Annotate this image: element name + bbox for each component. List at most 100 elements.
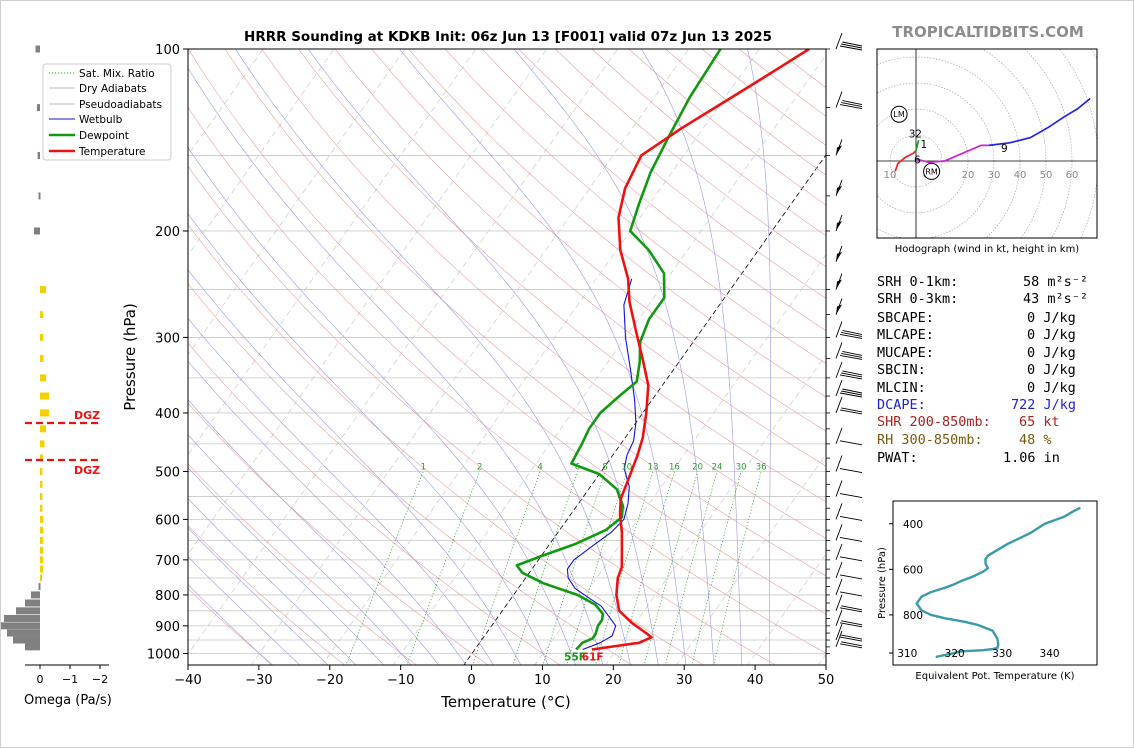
wind-barb [835, 379, 863, 398]
mixing-ratio-line [665, 471, 718, 665]
wind-barb-feather [841, 641, 863, 647]
moist-adiabat [188, 360, 467, 665]
dry-adiabat [334, 49, 826, 467]
wind-barbs [835, 32, 863, 649]
wind-barb-feather [839, 354, 863, 360]
wind-barb [835, 455, 863, 473]
omega-bar [40, 374, 46, 382]
hodograph-segment [915, 139, 920, 151]
mixing-ratio-line [406, 471, 480, 665]
skewt-xtick-label: −40 [174, 673, 201, 688]
theta-e-xtick-label: 330 [992, 648, 1012, 660]
skewt-background-lines [188, 49, 826, 665]
stat-shr: SHR 200-850mb: 65 kt [877, 414, 1060, 430]
dry-adiabat [188, 106, 826, 654]
wind-barb-feather [839, 45, 863, 51]
omega-bar [4, 614, 40, 622]
moist-adiabat [188, 317, 494, 665]
stat-srh1-key: SRH 0-1km: [877, 274, 959, 290]
dry-adiabat [188, 402, 489, 665]
theta-e-ytick-label: 800 [903, 610, 923, 622]
skewt-ytick-label: 900 [155, 620, 180, 635]
isotherm-line [188, 49, 335, 256]
dgz-label-top: DGZ [74, 409, 100, 422]
wind-barb-staff [835, 396, 843, 414]
skewt-frame [187, 48, 827, 666]
skewt-ytick-label: 400 [155, 407, 180, 422]
moist-adiabat [188, 67, 604, 665]
stat-srh1-value: 58 m²s⁻² [1023, 274, 1089, 290]
dry-adiabat [371, 49, 826, 432]
wind-barb-feather [839, 493, 863, 498]
wind-barb-staff [835, 455, 843, 472]
wind-barb-feather [842, 350, 863, 356]
theta-e-ytick-label: 600 [903, 564, 923, 576]
wind-barb-feather [839, 636, 863, 642]
skewt-xtick-label: −30 [245, 673, 272, 688]
hodograph-ring-label: 60 [1066, 170, 1079, 181]
isotherm-line [188, 49, 406, 356]
wind-barb [835, 503, 863, 521]
wind-barb-feather [839, 574, 863, 580]
wind-barb-feather [839, 333, 863, 339]
wind-barb [835, 609, 863, 628]
wind-barb-feather [839, 392, 863, 398]
skewt-ytick-label: 800 [155, 589, 180, 604]
mixing-ratio-label: 2 [477, 463, 482, 473]
mixing-ratio-label: 6 [575, 463, 580, 473]
moist-adiabat [188, 434, 412, 665]
moist-adiabat [188, 467, 384, 665]
wind-barb [835, 245, 843, 263]
stat-sbcin-value: 0 J/kg [1027, 362, 1076, 378]
omega-axes: 0 −1 −2 [25, 664, 109, 686]
dry-adiabat [188, 224, 705, 665]
wind-barb-feather [839, 515, 863, 521]
omega-bar [40, 354, 44, 362]
hodograph-lm-label: LM [893, 110, 904, 119]
wind-barb-staff [835, 321, 843, 338]
dry-adiabat [188, 525, 346, 665]
moist-adiabat [641, 49, 743, 665]
dgz-label-bottom: DGZ [74, 464, 100, 477]
wind-barb-staff [835, 342, 843, 359]
watermark-text: TROPICALTIDBITS.COM [892, 23, 1084, 41]
omega-bar [40, 565, 43, 573]
theta-e-profile [915, 506, 1081, 659]
stat-mlcin-value: 0 J/kg [1027, 380, 1076, 396]
mixing-ratio-line [345, 471, 424, 665]
mixing-ratio-label: 13 [648, 463, 659, 473]
omega-bar [40, 556, 43, 564]
stat-rh-key: RH 300-850mb: [877, 432, 983, 448]
skewt-axes: −40 −30 −20 −10 0 10 20 30 40 50 100 200 300 400 500 60… [147, 43, 834, 688]
hodograph-ring-label: 50 [1040, 170, 1053, 181]
wind-barb-flag [836, 145, 842, 156]
wind-barb-staff [835, 480, 843, 497]
wind-barb-feather [841, 43, 863, 49]
hodograph-segment [894, 149, 917, 172]
wind-barb-feather [841, 407, 863, 413]
omega-bar [40, 515, 43, 523]
isotherm-line [250, 49, 689, 665]
wind-barb-feather [842, 100, 863, 106]
wind-barb-staff [835, 623, 843, 641]
wind-barb-staff [835, 594, 843, 611]
mixing-ratio-line [542, 471, 606, 665]
skewt-legend: Sat. Mix. Ratio Dry Adiabats Pseudoadiab… [42, 63, 172, 161]
wind-barb-staff [835, 561, 843, 579]
skewt-xlabel: Temperature (°C) [440, 693, 570, 711]
skewt-ylabel: Pressure (hPa) [121, 303, 139, 411]
wind-barb-flag [836, 185, 842, 196]
hodograph-height-label: 1 [920, 139, 927, 151]
moist-adiabat [399, 49, 687, 665]
wind-barb-staff [835, 543, 843, 561]
wind-barb-feather [839, 591, 863, 597]
mixing-ratio-line [618, 471, 675, 665]
hodograph-frame [876, 48, 1098, 239]
mixing-ratio-label: 1 [421, 463, 426, 473]
dry-adiabat [188, 342, 561, 665]
temperature-line [591, 49, 810, 651]
wind-barb-staff [835, 379, 843, 397]
hodograph-ring-label: 20 [962, 170, 975, 181]
wind-barb-staff [835, 91, 843, 108]
skewt-xtick-label: 10 [534, 673, 551, 688]
